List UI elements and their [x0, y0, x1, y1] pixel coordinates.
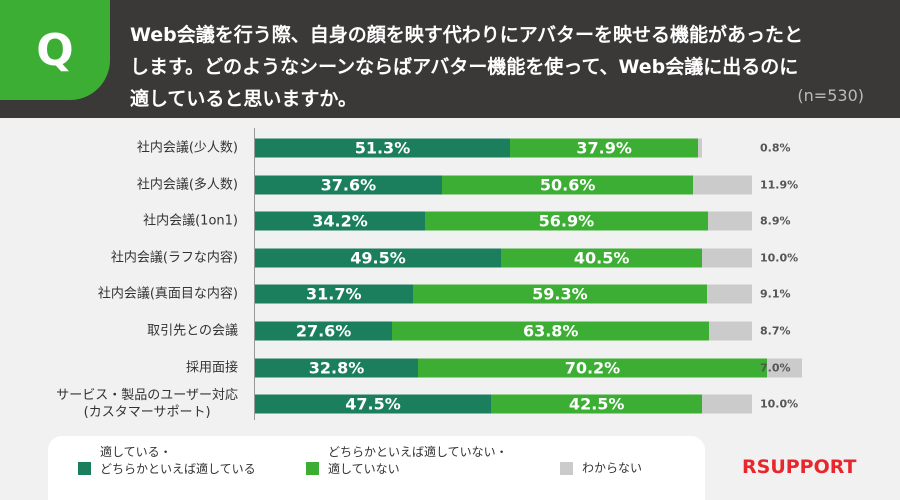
value-label: 8.9%	[760, 214, 791, 228]
value-label: 49.5%	[350, 248, 406, 268]
value-label: 0.8%	[760, 141, 791, 155]
bar-segment	[412, 284, 708, 304]
value-label: 59.3%	[532, 284, 588, 304]
value-label: 51.3%	[354, 138, 411, 158]
value-label: 32.8%	[308, 358, 365, 378]
axis-line	[254, 128, 255, 420]
bar-segment	[707, 284, 753, 304]
category-label: 取引先との会議	[147, 323, 238, 339]
value-label: 56.9%	[538, 211, 595, 231]
category-label: 採用面接	[185, 360, 238, 376]
header: Q Web会議を行う際、自身の顔を映す代わりにアバターを映せる機能があったと し…	[0, 0, 900, 118]
bar-segment	[709, 321, 753, 341]
category-label: 社内会議(少人数)	[136, 140, 238, 156]
category-label: 社内会議(真面目な内容)	[97, 286, 238, 302]
bar-segment	[501, 248, 703, 268]
category-label: 社内会議(ラフな内容)	[110, 250, 238, 266]
value-label: 50.6%	[539, 175, 596, 195]
legend-swatch	[560, 462, 573, 475]
value-label: 9.1%	[760, 287, 791, 301]
q-badge: Q	[0, 0, 110, 100]
legend-swatch	[78, 462, 91, 475]
category-label: サービス・製品のユーザー対応 (カスタマーサポート)	[56, 388, 238, 421]
value-label: 10.0%	[760, 397, 799, 411]
value-label: 40.5%	[573, 248, 630, 268]
title-line: します。どのようなシーンならばアバター機能を使って、Web会議に出るのに	[130, 56, 799, 78]
bar-segment	[702, 248, 752, 268]
bar-segment	[255, 394, 492, 414]
legend-label: どちらかといえば適していない・ 適していない	[328, 445, 508, 476]
bar-segment	[441, 175, 694, 195]
bar-segment	[255, 321, 393, 341]
legend-label: わからない	[582, 461, 643, 475]
bar-segment	[255, 211, 425, 231]
value-label: 31.7%	[306, 284, 362, 304]
value-label: 34.2%	[312, 211, 368, 231]
bar-segment	[424, 211, 708, 231]
bar-segment	[255, 284, 413, 304]
bar-segment	[698, 138, 703, 158]
value-label: 42.5%	[568, 394, 625, 414]
value-label: 63.8%	[522, 321, 579, 341]
bar-segment	[255, 358, 419, 378]
category-label: 社内会議(多人数)	[136, 177, 238, 193]
value-label: 37.6%	[320, 175, 377, 195]
category-label: 社内会議(1on1)	[143, 213, 238, 229]
bar-segment	[255, 138, 510, 158]
title-line: Web会議を行う際、自身の顔を映す代わりにアバターを映せる機能があったと	[130, 24, 804, 46]
legend-label: 適している・ どちらかといえば適している	[100, 445, 256, 476]
value-label: 70.2%	[564, 358, 621, 378]
value-label: 27.6%	[295, 321, 352, 341]
logo: RSUPPORT	[742, 456, 857, 478]
bar-segment	[509, 138, 699, 158]
value-label: 7.0%	[760, 361, 791, 375]
sample-size: (n=530)	[797, 86, 864, 105]
value-label: 8.7%	[760, 324, 791, 338]
legend: 適している・ どちらかといえば適している どちらかといえば適していない・ 適してい…	[48, 436, 705, 500]
bar-segment	[418, 358, 767, 378]
value-label: 10.0%	[760, 251, 799, 265]
bar-segment	[255, 248, 501, 268]
title-line: 適していると思いますか。	[130, 88, 358, 110]
bar-segment	[255, 175, 442, 195]
value-label: 11.9%	[760, 178, 799, 192]
bar-segment	[693, 175, 753, 195]
bar-segment	[491, 394, 703, 414]
bar-segment	[702, 394, 752, 414]
bar-segment	[392, 321, 710, 341]
bar-segment	[707, 211, 752, 231]
bar-segment	[766, 358, 802, 378]
value-label: 47.5%	[345, 394, 401, 414]
legend-swatch	[306, 462, 319, 475]
value-label: 37.9%	[576, 138, 632, 158]
